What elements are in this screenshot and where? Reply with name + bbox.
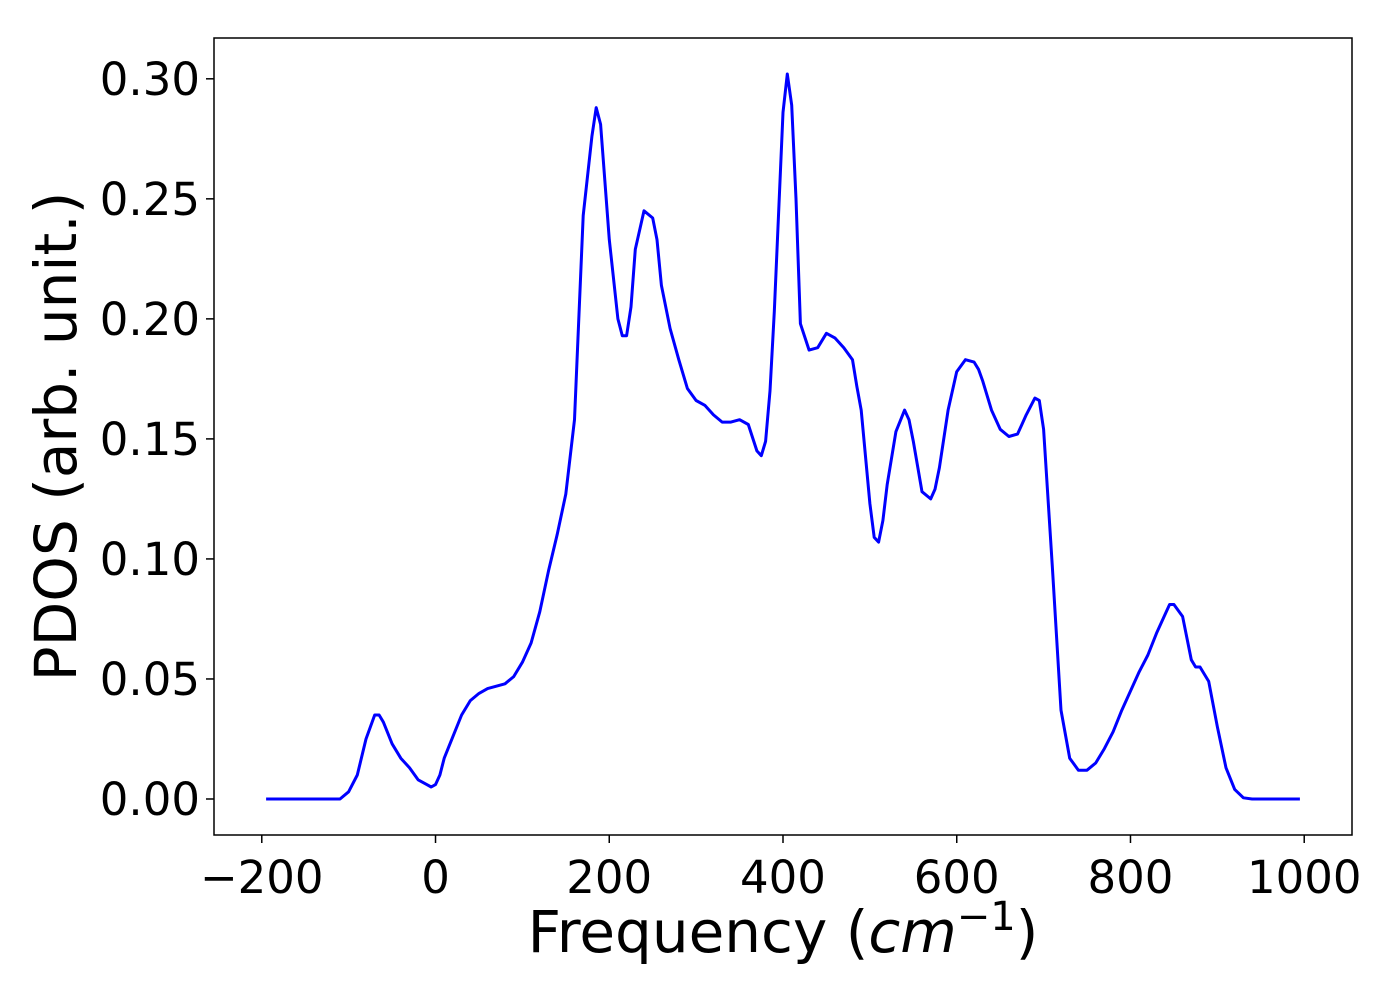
x-tick-label: 200 [566,851,652,904]
x-tick-label: −200 [200,851,324,904]
x-axis-ticks: −200 0 200 400 600 800 1000 [200,835,1362,904]
x-tick-label: 600 [914,851,1000,904]
y-axis-label: PDOS (arb. unit.) [22,192,90,682]
y-tick-label: 0.05 [100,653,200,706]
x-tick-label: 400 [740,851,826,904]
y-axis-ticks: 0.00 0.05 0.10 0.15 0.20 0.25 0.30 [100,53,214,826]
x-tick-label: 800 [1088,851,1174,904]
y-tick-label: 0.20 [100,293,200,346]
y-tick-label: 0.10 [100,533,200,586]
plot-area-frame [213,37,1353,836]
x-tick-label: 1000 [1247,851,1362,904]
x-axis-label: Frequency (cm−1) [528,894,1039,966]
y-tick-label: 0.30 [100,53,200,106]
y-tick-label: 0.15 [100,413,200,466]
series-line-pdos [266,72,1300,801]
y-tick-label: 0.25 [100,173,200,226]
y-tick-label: 0.00 [100,773,200,826]
x-tick-label: 0 [421,851,450,904]
